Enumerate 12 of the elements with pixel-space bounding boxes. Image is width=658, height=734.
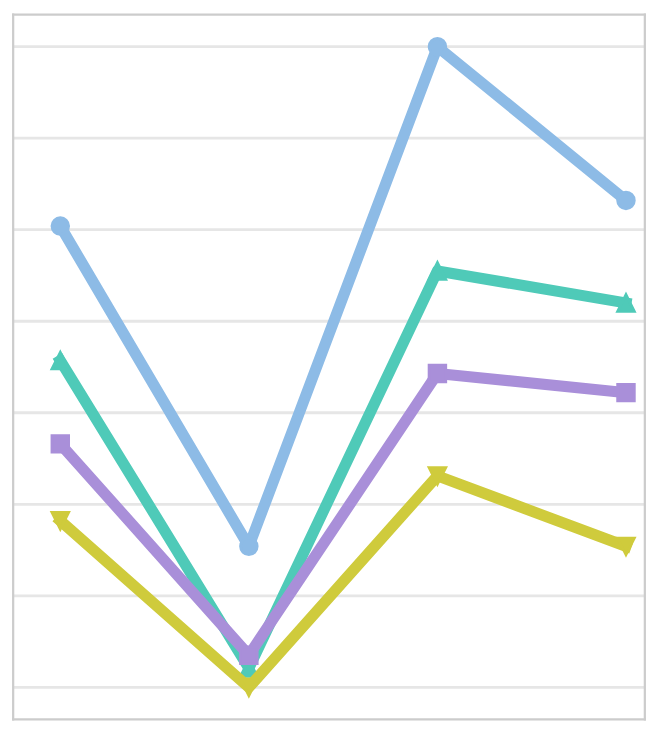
point	[50, 434, 71, 454]
point	[616, 293, 636, 313]
point	[616, 536, 636, 557]
point	[427, 363, 448, 384]
point	[50, 511, 71, 531]
point	[50, 216, 71, 236]
point	[427, 261, 448, 281]
point	[239, 645, 259, 665]
point	[427, 36, 448, 57]
point	[616, 382, 636, 403]
point	[616, 190, 636, 211]
point	[427, 466, 448, 486]
